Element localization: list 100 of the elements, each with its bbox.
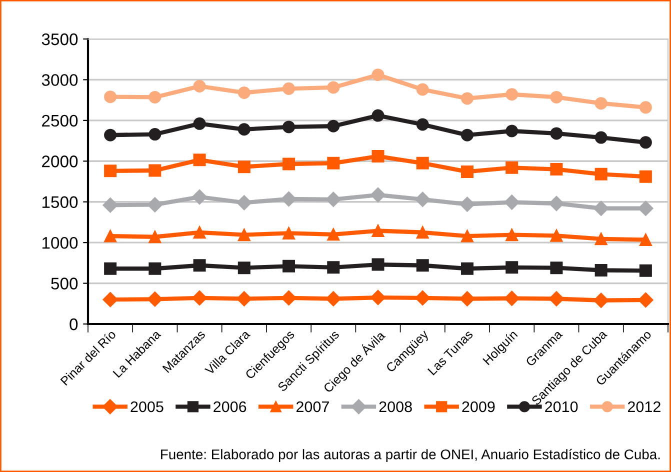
point: [416, 118, 429, 131]
point: [506, 124, 518, 138]
point: [238, 86, 250, 99]
y-tick-label: 2500: [42, 114, 78, 127]
point: [416, 226, 429, 239]
point: [460, 128, 474, 142]
point: [550, 229, 563, 242]
point: [372, 224, 384, 238]
legend-label: 2008: [379, 401, 412, 412]
point: [594, 264, 608, 277]
point: [192, 189, 208, 205]
point: [282, 226, 296, 240]
legend-label: 2005: [130, 401, 164, 412]
point: [238, 123, 250, 136]
point: [594, 131, 608, 144]
point: [148, 262, 162, 275]
point: [372, 68, 384, 82]
point: [416, 259, 429, 272]
point: [460, 196, 475, 212]
point: [282, 158, 296, 170]
point: [506, 261, 518, 274]
point: [638, 200, 654, 216]
legend-label: 2006: [214, 401, 246, 412]
point: [193, 154, 206, 166]
point: [504, 290, 520, 306]
point: [327, 228, 340, 241]
point: [415, 290, 430, 306]
point: [548, 291, 564, 306]
point: [506, 88, 518, 101]
point: [327, 261, 340, 274]
point: [638, 292, 654, 308]
point: [550, 127, 563, 140]
legend-label: 2012: [628, 401, 660, 412]
point: [594, 232, 608, 246]
y-tick-label: 0: [70, 318, 78, 330]
point: [236, 291, 252, 306]
point: [550, 163, 563, 176]
point: [238, 228, 250, 242]
y-tick-label: 1000: [42, 236, 78, 249]
point: [550, 262, 563, 274]
point: [236, 195, 252, 210]
point: [326, 291, 341, 306]
point: [148, 164, 162, 177]
point: [104, 128, 117, 142]
point: [548, 196, 564, 212]
source-note: Fuente: Elaborado por las autoras a partir de ONEI, Anuario Estadístico de Cuba.: [161, 448, 660, 462]
legend-label: 2009: [462, 401, 495, 412]
point: [460, 291, 475, 306]
point: [327, 156, 340, 170]
point: [416, 156, 429, 170]
point: [281, 290, 296, 306]
point: [506, 228, 518, 242]
point: [506, 161, 518, 174]
point: [639, 170, 652, 183]
point: [504, 194, 520, 210]
point: [416, 83, 429, 96]
point: [460, 92, 474, 105]
point: [104, 164, 117, 178]
point: [147, 292, 162, 307]
point: [415, 192, 430, 207]
point: [372, 150, 384, 163]
point: [281, 191, 296, 207]
point: [193, 80, 206, 92]
point: [238, 262, 250, 274]
point: [639, 264, 652, 277]
point: [594, 97, 608, 110]
point: [104, 262, 117, 275]
point: [192, 290, 208, 306]
point: [148, 90, 162, 104]
point: [148, 230, 162, 244]
point: [370, 187, 386, 203]
point: [193, 259, 206, 272]
point: [104, 90, 117, 104]
y-tick-label: 2000: [42, 156, 78, 168]
point: [594, 200, 609, 216]
point: [639, 233, 652, 246]
point: [594, 292, 609, 308]
legend-label: 2007: [296, 401, 329, 412]
point: [370, 290, 386, 306]
point: [193, 117, 206, 130]
point: [238, 160, 250, 174]
point: [282, 120, 296, 134]
point: [372, 258, 384, 271]
point: [193, 226, 206, 239]
point: [282, 260, 296, 272]
point: [148, 128, 162, 141]
point: [460, 230, 474, 242]
y-tick-label: 500: [51, 278, 78, 290]
point: [327, 81, 340, 94]
y-tick-label: 3000: [42, 74, 78, 86]
point: [102, 292, 118, 308]
point: [460, 262, 474, 275]
point: [282, 82, 296, 95]
point: [104, 230, 117, 242]
point: [102, 198, 118, 213]
point: [639, 136, 652, 149]
point: [372, 109, 384, 122]
point: [639, 101, 652, 114]
y-tick-label: 3500: [42, 33, 78, 46]
point: [327, 120, 340, 132]
